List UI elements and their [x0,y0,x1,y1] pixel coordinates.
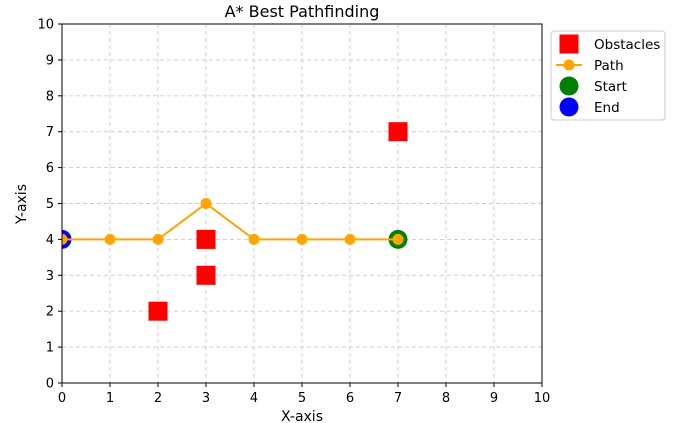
grid [62,24,542,383]
x-axis-label: X-axis [281,409,323,423]
path-point-7 [62,233,68,245]
path-point-2 [296,233,308,245]
obstacles-marker-1 [196,265,216,285]
legend-path-label: Path [594,58,624,74]
x-tick-label-2: 2 [154,391,162,406]
y-tick-label-2: 2 [46,305,54,320]
legend: Obstacles Path Start End [550,30,666,121]
y-tick-label-1: 1 [46,341,54,356]
x-tick-label-1: 1 [106,391,114,406]
path-line [62,202,398,241]
path-point-0 [392,233,404,245]
x-tick-label-3: 3 [202,391,210,406]
path-point-5 [152,233,164,245]
x-tick-label-8: 8 [442,391,450,406]
x-tick-label-6: 6 [346,391,354,406]
y-tick-label-5: 5 [46,197,54,212]
legend-end-handle [559,97,579,117]
legend-obstacles-handle [559,34,579,54]
y-tick-label-6: 6 [46,161,54,176]
path-point-6 [104,233,116,245]
x-tick-label-0: 0 [58,391,66,406]
legend-start-handle [559,76,579,96]
legend-path-handle [563,59,575,71]
y-tick-label-10: 10 [37,18,54,33]
path-point-4 [200,198,212,209]
x-tick-label-4: 4 [250,391,258,406]
y-tick-label-7: 7 [46,125,54,140]
x-tick-label-5: 5 [298,391,306,406]
obstacles-marker-2 [196,229,216,249]
obstacles-marker-3 [388,122,408,142]
obstacles-marker-0 [148,301,168,321]
plot-marks [62,122,408,321]
y-tick-label-3: 3 [46,269,54,284]
y-tick-label-4: 4 [46,233,54,248]
chart-title: A* Best Pathfinding [225,2,380,21]
x-tick-label-10: 10 [534,391,551,406]
x-tick-label-7: 7 [394,391,402,406]
path-point-3 [248,233,260,245]
legend-end-label: End [594,100,620,116]
legend-obstacles-label: Obstacles [594,37,660,53]
y-tick-label-9: 9 [46,53,54,68]
axis-ticks: 0 1 2 3 4 5 6 7 8 9 10 0 1 2 3 4 5 6 7 8 9 10 [37,18,550,407]
legend-box [550,30,666,121]
path-point-1 [344,233,356,245]
y-tick-label-8: 8 [46,89,54,104]
y-tick-label-0: 0 [46,377,54,392]
x-tick-label-9: 9 [490,391,498,406]
legend-start-label: Start [594,79,627,95]
y-axis-label: Y-axis [14,184,30,225]
